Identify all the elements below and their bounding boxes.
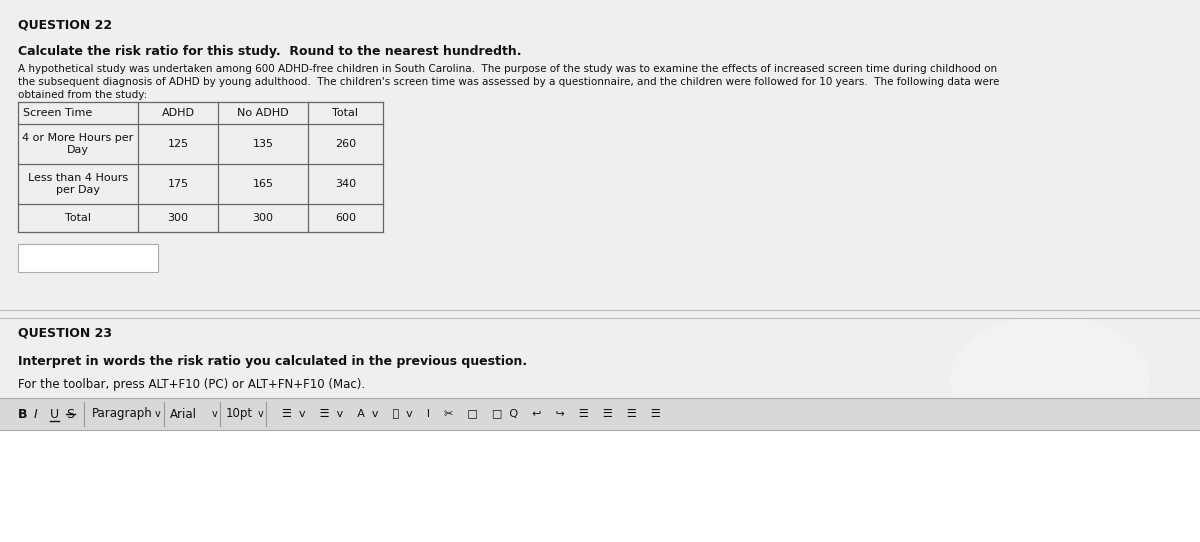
Ellipse shape bbox=[950, 315, 1150, 445]
Bar bbox=[0, 430, 1200, 542]
Text: 125: 125 bbox=[168, 139, 188, 149]
Text: Screen Time: Screen Time bbox=[23, 108, 92, 118]
Text: Total: Total bbox=[332, 108, 359, 118]
Text: QUESTION 22: QUESTION 22 bbox=[18, 18, 112, 31]
Text: Total: Total bbox=[65, 213, 91, 223]
Text: v: v bbox=[258, 409, 264, 419]
Text: 300: 300 bbox=[252, 213, 274, 223]
Text: A hypothetical study was undertaken among 600 ADHD-free children in South Caroli: A hypothetical study was undertaken amon… bbox=[18, 64, 997, 74]
Text: S: S bbox=[66, 408, 74, 421]
Text: 10pt: 10pt bbox=[226, 408, 253, 421]
Text: Arial: Arial bbox=[170, 408, 197, 421]
Text: No ADHD: No ADHD bbox=[238, 108, 289, 118]
Text: obtained from the study:: obtained from the study: bbox=[18, 90, 148, 100]
Text: ☰  v    ☰  v    A  v    ⯊  v    Ι    ✂    □    □  Q    ↩    ↪    ☰    ☰    ☰    : ☰ v ☰ v A v ⯊ v Ι ✂ □ □ Q ↩ ↪ ☰ ☰ ☰ bbox=[275, 409, 661, 419]
Text: QUESTION 23: QUESTION 23 bbox=[18, 327, 112, 340]
Text: 260: 260 bbox=[335, 139, 356, 149]
Text: the subsequent diagnosis of ADHD by young adulthood.  The children's screen time: the subsequent diagnosis of ADHD by youn… bbox=[18, 77, 1000, 87]
Text: 175: 175 bbox=[168, 179, 188, 189]
Text: 600: 600 bbox=[335, 213, 356, 223]
Text: v: v bbox=[212, 409, 217, 419]
Bar bbox=[0, 398, 1200, 430]
Text: 135: 135 bbox=[252, 139, 274, 149]
Text: ADHD: ADHD bbox=[162, 108, 194, 118]
Text: Interpret in words the risk ratio you calculated in the previous question.: Interpret in words the risk ratio you ca… bbox=[18, 355, 527, 368]
Text: U: U bbox=[50, 408, 59, 421]
Text: Paragraph: Paragraph bbox=[92, 408, 152, 421]
Text: v: v bbox=[155, 409, 161, 419]
Text: 165: 165 bbox=[252, 179, 274, 189]
Text: 300: 300 bbox=[168, 213, 188, 223]
Text: Less than 4 Hours
per Day: Less than 4 Hours per Day bbox=[28, 173, 128, 195]
Text: B: B bbox=[18, 408, 28, 421]
Bar bbox=[18, 244, 158, 272]
Text: 340: 340 bbox=[335, 179, 356, 189]
Text: For the toolbar, press ALT+F10 (PC) or ALT+FN+F10 (Mac).: For the toolbar, press ALT+F10 (PC) or A… bbox=[18, 378, 365, 391]
Text: 4 or More Hours per
Day: 4 or More Hours per Day bbox=[23, 133, 133, 155]
Text: Calculate the risk ratio for this study.  Round to the nearest hundredth.: Calculate the risk ratio for this study.… bbox=[18, 45, 522, 58]
Text: I: I bbox=[34, 408, 37, 421]
